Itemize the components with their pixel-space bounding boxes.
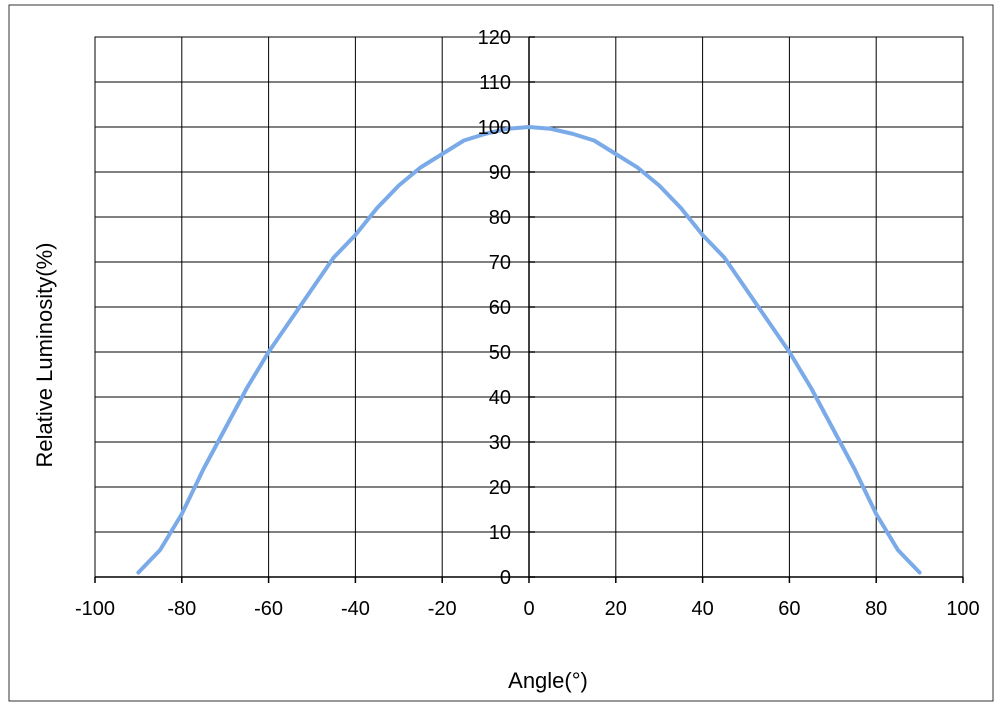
x-tick-label: -60: [254, 598, 283, 620]
series-point: [788, 351, 790, 353]
series-point: [311, 288, 313, 290]
series-point: [854, 468, 855, 470]
series-point: [658, 185, 660, 186]
series-point: [224, 428, 226, 429]
y-axis-title: Relative Luminosity(%): [32, 243, 57, 468]
series-point: [137, 572, 139, 573]
series-point: [767, 320, 769, 321]
series-point: [897, 549, 899, 551]
series-point: [680, 207, 682, 209]
x-tick-label: 0: [523, 598, 534, 620]
y-tick-label: 90: [489, 162, 511, 184]
series-point: [506, 128, 508, 130]
y-tick-label: 50: [489, 342, 511, 364]
series-point: [376, 207, 378, 209]
series-point: [441, 153, 443, 155]
series-point: [550, 128, 552, 130]
series-point: [398, 185, 400, 186]
y-tick-label: 120: [478, 27, 511, 49]
x-tick-label: 40: [691, 598, 713, 620]
series-point: [723, 257, 725, 258]
x-tick-label: -20: [428, 598, 457, 620]
x-tick-label: 100: [946, 598, 979, 620]
series-point: [159, 549, 161, 551]
x-tick-label: 80: [865, 598, 887, 620]
series-point: [593, 140, 595, 141]
y-tick-label: 110: [479, 72, 511, 94]
y-tick-label: 10: [489, 522, 511, 544]
series-point: [832, 428, 834, 429]
x-tick-label: -100: [75, 598, 115, 620]
series-point: [333, 257, 335, 258]
series-point: [875, 513, 877, 515]
series-point: [919, 572, 921, 573]
series-point: [268, 351, 270, 353]
series-point: [571, 133, 573, 135]
series-layer: [136, 125, 922, 575]
series-point: [485, 133, 487, 135]
y-tick-label: 60: [489, 297, 511, 319]
series-point: [289, 320, 291, 321]
series-point: [181, 513, 183, 515]
y-tick-label: 70: [489, 252, 511, 274]
x-tick-label: -80: [167, 598, 196, 620]
series-point: [702, 234, 704, 236]
series-point: [745, 288, 747, 290]
y-tick-label: 40: [489, 387, 511, 409]
y-tick-label: 80: [489, 207, 511, 229]
series-point: [420, 167, 421, 168]
series-point: [246, 387, 248, 389]
x-axis-title: Angle(°): [508, 668, 588, 693]
series-point: [637, 167, 638, 168]
x-tick-label: 20: [605, 598, 627, 620]
y-tick-label: 100: [478, 117, 511, 139]
series-point: [528, 126, 530, 128]
y-tick-label: 20: [489, 477, 511, 499]
x-tick-label: -40: [341, 598, 370, 620]
x-tick-label: 60: [778, 598, 800, 620]
series-point: [203, 468, 204, 470]
y-tick-label: 30: [489, 432, 511, 454]
y-tick-label: 0: [500, 567, 511, 589]
series-point: [354, 234, 356, 236]
chart-frame: [8, 4, 994, 702]
tick-labels: 0 10 20 30 40 50 60 70 80 90 100 110 120 -100 -80 -60 -4…: [75, 27, 980, 620]
series-point: [463, 140, 465, 141]
series-point: [615, 153, 617, 155]
series-point: [810, 387, 812, 389]
